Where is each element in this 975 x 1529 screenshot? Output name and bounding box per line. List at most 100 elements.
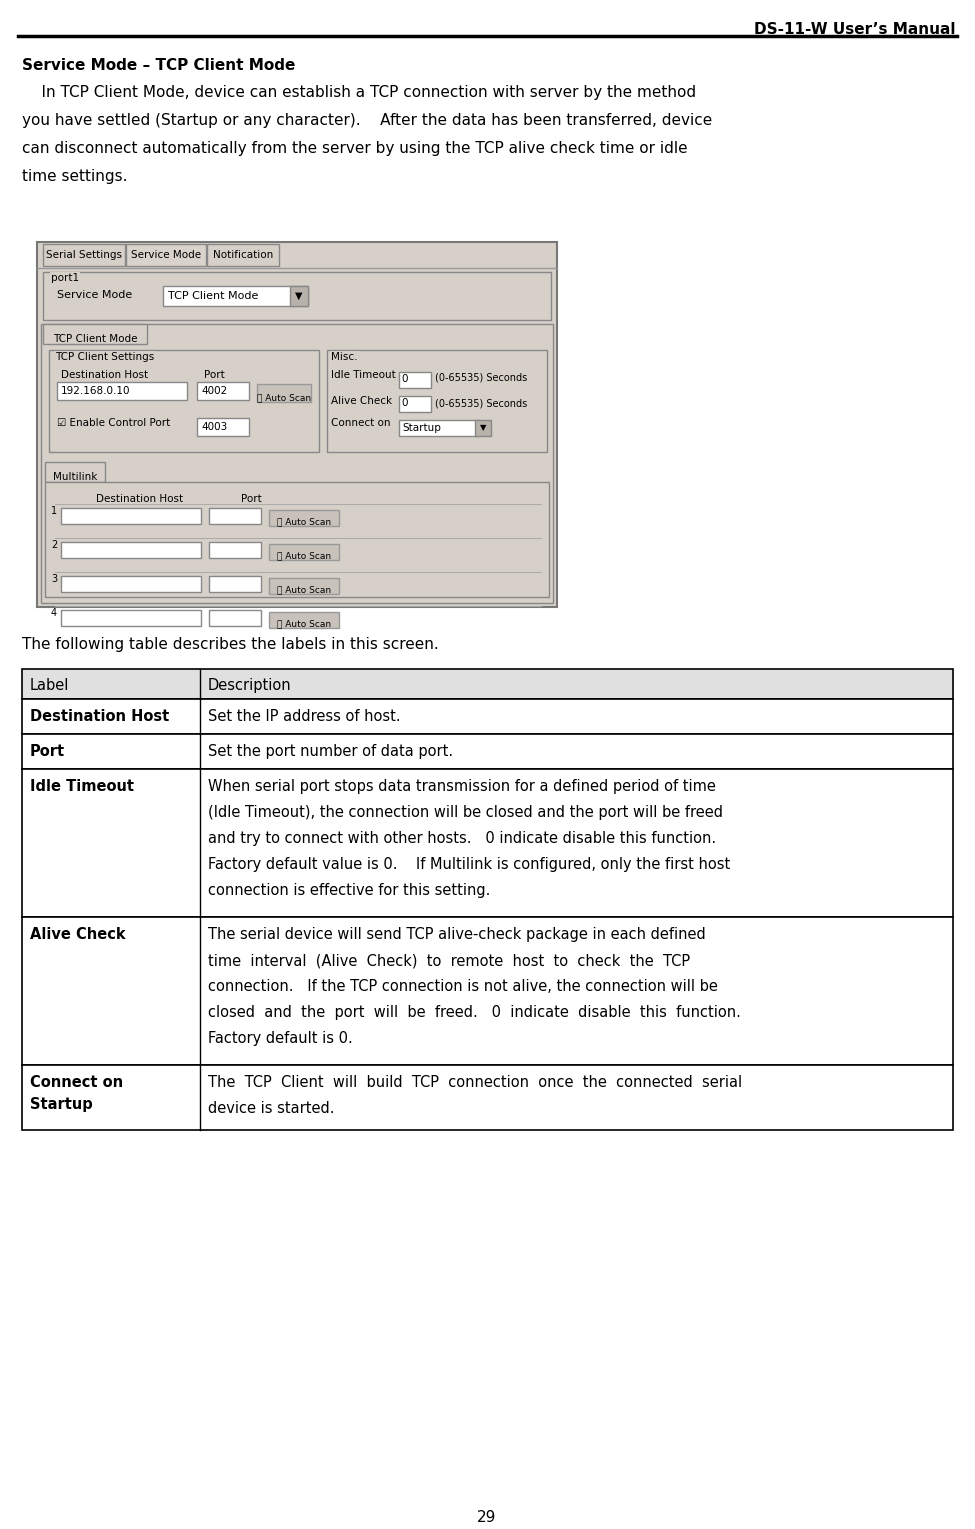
Bar — [57, 382, 187, 401]
Bar — [61, 541, 201, 558]
Bar — [22, 670, 953, 699]
Text: 🔍 Auto Scan: 🔍 Auto Scan — [277, 517, 332, 526]
Bar — [399, 396, 431, 411]
Bar — [269, 511, 339, 526]
Bar — [197, 417, 249, 436]
Text: Idle Timeout: Idle Timeout — [331, 370, 396, 381]
Text: Label: Label — [30, 677, 69, 693]
Bar — [209, 576, 261, 592]
Text: (0-65535) Seconds: (0-65535) Seconds — [435, 398, 527, 408]
Text: ☑ Enable Control Port: ☑ Enable Control Port — [57, 417, 171, 428]
Bar — [126, 245, 206, 266]
Bar — [209, 610, 261, 625]
Text: Destination Host: Destination Host — [30, 709, 170, 725]
Text: Destination Host: Destination Host — [96, 494, 183, 505]
Bar — [22, 734, 953, 769]
Text: 4: 4 — [51, 609, 58, 618]
Text: The serial device will send TCP alive-check package in each defined: The serial device will send TCP alive-ch… — [208, 927, 706, 942]
Text: TCP Client Mode: TCP Client Mode — [53, 333, 137, 344]
Bar — [257, 384, 311, 402]
Bar — [197, 382, 249, 401]
Text: Port: Port — [204, 370, 225, 381]
Text: port1: port1 — [51, 274, 79, 283]
Text: DS-11-W User’s Manual: DS-11-W User’s Manual — [754, 21, 955, 37]
Bar — [475, 420, 491, 436]
Text: Notification: Notification — [213, 251, 273, 260]
Bar — [269, 612, 339, 628]
Bar — [37, 242, 557, 607]
Text: 1: 1 — [51, 506, 58, 515]
Bar — [209, 508, 261, 524]
Text: 0: 0 — [401, 398, 408, 408]
Bar — [163, 286, 308, 306]
Bar — [399, 420, 479, 436]
Bar — [49, 350, 319, 453]
Text: Startup: Startup — [30, 1096, 93, 1112]
Text: In TCP Client Mode, device can establish a TCP connection with server by the met: In TCP Client Mode, device can establish… — [22, 86, 696, 99]
Text: When serial port stops data transmission for a defined period of time: When serial port stops data transmission… — [208, 778, 716, 794]
Text: Alive Check: Alive Check — [30, 927, 126, 942]
Text: Misc.: Misc. — [331, 352, 358, 362]
Text: time  interval  (Alive  Check)  to  remote  host  to  check  the  TCP: time interval (Alive Check) to remote ho… — [208, 953, 690, 968]
Text: The  TCP  Client  will  build  TCP  connection  once  the  connected  serial: The TCP Client will build TCP connection… — [208, 1075, 742, 1090]
Text: can disconnect automatically from the server by using the TCP alive check time o: can disconnect automatically from the se… — [22, 141, 687, 156]
Text: 🔍 Auto Scan: 🔍 Auto Scan — [257, 393, 311, 402]
Text: 🔍 Auto Scan: 🔍 Auto Scan — [277, 619, 332, 628]
Bar — [269, 578, 339, 593]
Text: Service Mode – TCP Client Mode: Service Mode – TCP Client Mode — [22, 58, 295, 73]
Text: 🔍 Auto Scan: 🔍 Auto Scan — [277, 586, 332, 593]
Bar — [22, 1066, 953, 1130]
Text: TCP Client Settings: TCP Client Settings — [55, 352, 154, 362]
Text: 192.168.0.10: 192.168.0.10 — [61, 385, 131, 396]
Text: Port: Port — [241, 494, 261, 505]
Text: Service Mode: Service Mode — [57, 291, 133, 300]
Text: ▼: ▼ — [480, 424, 487, 433]
Text: 2: 2 — [51, 540, 58, 550]
Text: Serial Settings: Serial Settings — [46, 251, 122, 260]
Bar — [61, 610, 201, 625]
Bar — [209, 541, 261, 558]
Text: Description: Description — [208, 677, 292, 693]
Bar — [41, 324, 553, 602]
Text: Startup: Startup — [402, 424, 441, 433]
Text: 4003: 4003 — [201, 422, 227, 433]
Text: (0-65535) Seconds: (0-65535) Seconds — [435, 372, 527, 382]
Bar — [61, 508, 201, 524]
Bar — [22, 699, 953, 734]
Bar — [43, 245, 125, 266]
Text: Factory default is 0.: Factory default is 0. — [208, 1031, 353, 1046]
Text: time settings.: time settings. — [22, 170, 128, 183]
Text: 4002: 4002 — [201, 385, 227, 396]
Bar — [269, 544, 339, 560]
Text: ▼: ▼ — [295, 291, 303, 301]
Bar — [22, 917, 953, 1066]
Text: 29: 29 — [478, 1511, 496, 1524]
Bar — [45, 462, 105, 482]
Text: closed  and  the  port  will  be  freed.   0  indicate  disable  this  function.: closed and the port will be freed. 0 ind… — [208, 1005, 741, 1020]
Text: Connect on: Connect on — [331, 417, 391, 428]
Bar — [290, 286, 308, 306]
Text: Connect on: Connect on — [30, 1075, 123, 1090]
Bar — [43, 324, 147, 344]
Text: Idle Timeout: Idle Timeout — [30, 778, 134, 794]
Text: 🔍 Auto Scan: 🔍 Auto Scan — [277, 550, 332, 560]
Bar — [207, 245, 279, 266]
Text: Factory default value is 0.    If Multilink is configured, only the first host: Factory default value is 0. If Multilink… — [208, 856, 730, 872]
Text: Set the IP address of host.: Set the IP address of host. — [208, 709, 401, 725]
Text: Alive Check: Alive Check — [331, 396, 392, 407]
Bar — [45, 482, 549, 596]
Text: Multilink: Multilink — [53, 472, 98, 482]
Text: Port: Port — [30, 745, 65, 758]
Bar — [399, 372, 431, 388]
Bar — [43, 272, 551, 320]
Text: connection.   If the TCP connection is not alive, the connection will be: connection. If the TCP connection is not… — [208, 979, 718, 994]
Bar — [61, 576, 201, 592]
Bar — [22, 769, 953, 917]
Text: and try to connect with other hosts.   0 indicate disable this function.: and try to connect with other hosts. 0 i… — [208, 830, 716, 846]
Text: TCP Client Mode: TCP Client Mode — [168, 291, 258, 301]
Text: you have settled (Startup or any character).    After the data has been transfer: you have settled (Startup or any charact… — [22, 113, 713, 128]
Text: Service Mode: Service Mode — [131, 251, 201, 260]
Text: 3: 3 — [51, 573, 58, 584]
Text: device is started.: device is started. — [208, 1101, 334, 1116]
Text: The following table describes the labels in this screen.: The following table describes the labels… — [22, 638, 439, 651]
